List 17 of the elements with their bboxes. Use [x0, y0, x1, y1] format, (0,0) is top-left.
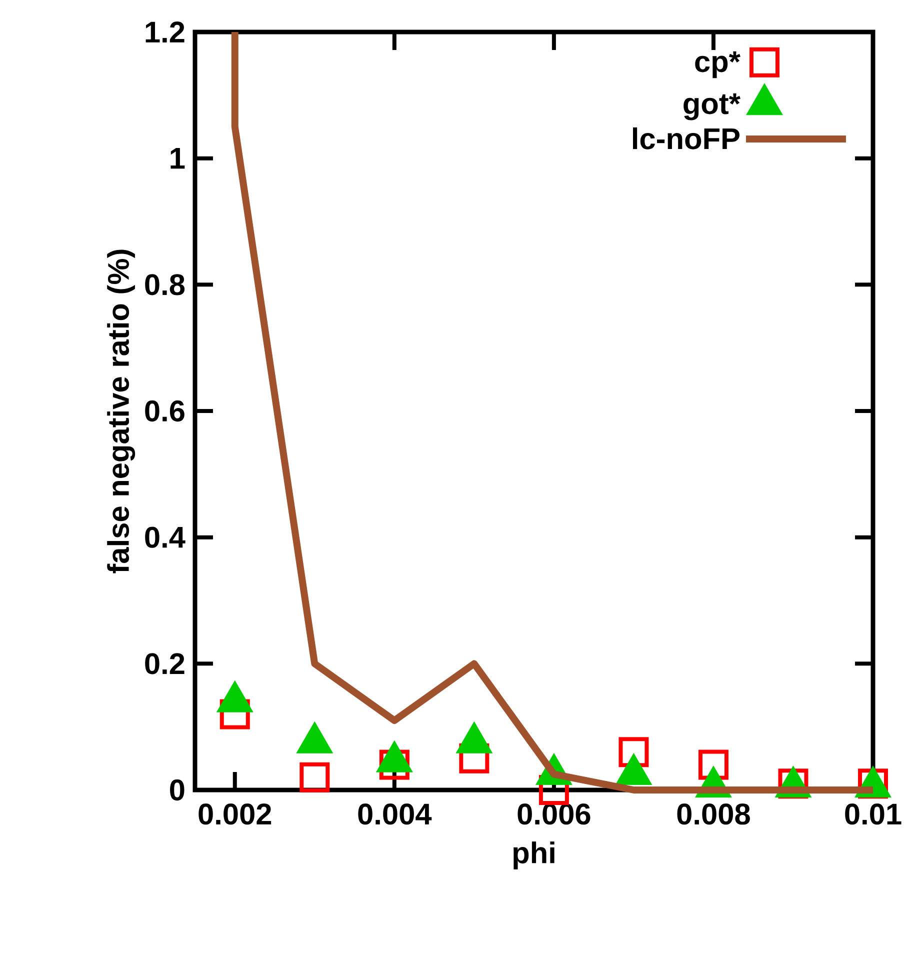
x-tick-label: 0.008: [677, 804, 750, 825]
x-tick-label: 0.002: [198, 804, 272, 825]
x-tick-label: 0.01: [845, 804, 902, 825]
y-axis-title: false negative ratio (%): [107, 250, 136, 574]
x-axis-title: phi: [514, 842, 554, 870]
y-tick-label: 0: [170, 779, 184, 801]
y-tick-label: 0.4: [145, 526, 186, 548]
legend-label: got*: [684, 93, 740, 120]
legend-label: lc-noFP: [632, 127, 740, 150]
x-tick-label: 0.006: [518, 804, 590, 825]
y-tick-label: 0.8: [145, 274, 185, 296]
y-tick-label: 0.6: [145, 400, 184, 422]
legend-label: cp*: [695, 51, 740, 78]
y-tick-label: 0.2: [145, 653, 184, 674]
x-tick-label: 0.004: [358, 804, 432, 825]
y-tick-label: 1: [170, 148, 185, 169]
y-tick-label: 1.2: [146, 22, 184, 42]
